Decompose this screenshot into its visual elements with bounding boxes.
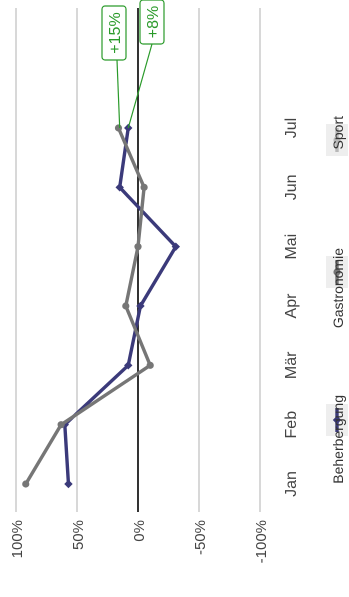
annotation-leader [127,43,153,129]
series-line-gastronomie [24,127,152,485]
annotation-box [139,0,165,45]
y-tick-label: -100% [253,520,270,563]
data-point-beherbergung [124,123,133,133]
y-tick-label: -50% [192,520,209,555]
data-point-beherbergung [171,242,181,251]
x-tick-label: Feb [283,411,300,439]
x-tick-label: Jul [283,118,300,138]
annotation-label: +15% [107,12,124,53]
legend-label: Beherbergung [330,395,346,484]
legend-label: Gastronomie [330,248,346,328]
y-tick-label: 100% [9,520,26,558]
data-point-gastronomie [146,361,154,369]
annotation-box [101,5,127,61]
data-point-gastronomie [57,421,65,429]
data-point-gastronomie [22,480,30,488]
y-tick-label: 50% [70,520,87,550]
data-point-gastronomie [140,183,148,191]
x-tick-label: Jun [283,174,300,200]
legend-swatch-marker [333,268,341,276]
x-tick-label: Jan [283,471,300,497]
legend-label: Sport [330,116,346,150]
legend-swatch-marker [332,415,342,425]
data-point-beherbergung [115,183,124,192]
data-point-gastronomie [114,124,123,132]
data-point-beherbergung [124,361,133,370]
x-tick-label: Apr [283,293,300,319]
x-tick-label: Mai [283,234,300,260]
x-tick-label: Mär [283,351,300,379]
legend-swatch-marker [333,136,341,144]
data-point-gastronomie [122,302,130,310]
y-tick-label: 0% [131,520,148,542]
data-point-beherbergung [136,301,145,311]
series-line-beherbergung [63,127,178,485]
data-point-beherbergung [64,479,73,489]
annotation-label: +8% [145,6,162,38]
annotation-leader [116,59,121,129]
data-point-gastronomie [134,243,142,251]
